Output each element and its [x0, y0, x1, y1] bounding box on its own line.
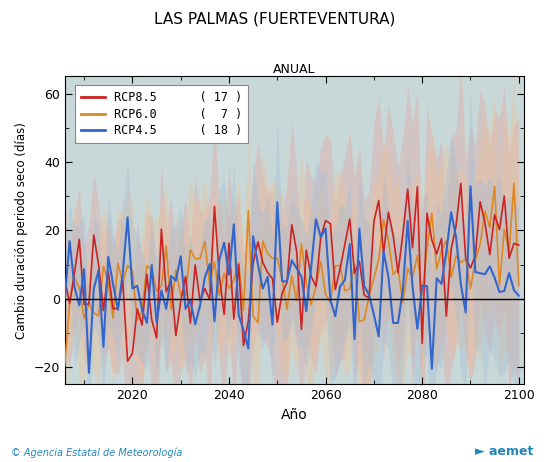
Legend: RCP8.5      ( 17 ), RCP6.0      (  7 ), RCP4.5      ( 18 ): RCP8.5 ( 17 ), RCP6.0 ( 7 ), RCP4.5 ( 18… [75, 85, 249, 143]
X-axis label: Año: Año [281, 407, 307, 422]
Text: ► aemet: ► aemet [475, 445, 534, 458]
Text: LAS PALMAS (FUERTEVENTURA): LAS PALMAS (FUERTEVENTURA) [155, 12, 395, 26]
Title: ANUAL: ANUAL [273, 63, 316, 77]
Y-axis label: Cambio duración periodo seco (días): Cambio duración periodo seco (días) [15, 122, 28, 339]
Text: © Agencia Estatal de Meteorología: © Agencia Estatal de Meteorología [11, 448, 183, 458]
